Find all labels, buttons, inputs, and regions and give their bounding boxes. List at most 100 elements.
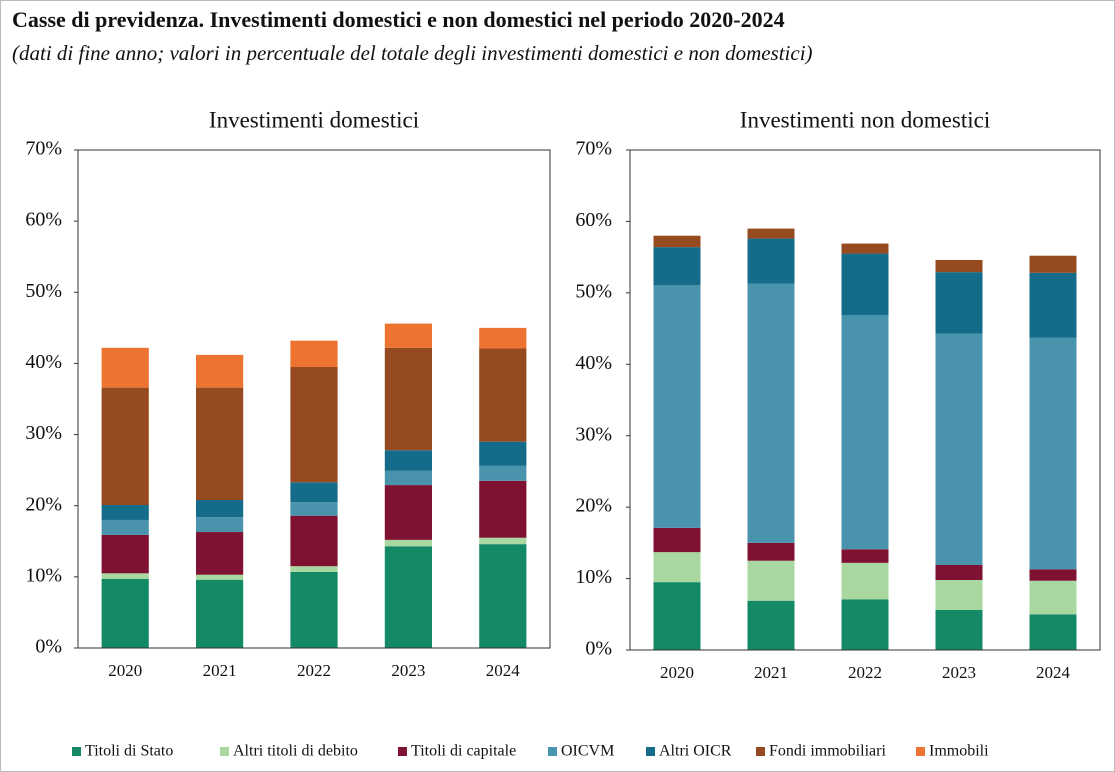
legend-label: Altri OICR xyxy=(659,743,732,760)
bar-segment xyxy=(1029,614,1077,650)
bar-segment xyxy=(384,546,432,648)
bar-segment xyxy=(935,260,983,273)
bar-segment xyxy=(384,470,432,486)
chart-subtitle: (dati di fine anno; valori in percentual… xyxy=(12,41,813,65)
bar-segment xyxy=(479,537,527,545)
y-tick-label: 0% xyxy=(35,636,62,658)
bar-segment xyxy=(101,505,149,520)
bar-segment xyxy=(935,565,983,580)
bar-segment xyxy=(384,450,432,471)
bar-segment xyxy=(290,340,338,367)
x-tick-label: 2023 xyxy=(391,661,425,680)
bar-segment xyxy=(196,517,244,533)
bar-segment xyxy=(653,247,701,285)
bar-segment xyxy=(841,315,889,550)
legend-label: Immobili xyxy=(929,743,989,760)
bar-segment xyxy=(290,482,338,503)
bar-segment xyxy=(747,228,795,239)
y-tick-label: 70% xyxy=(25,138,62,160)
bar-segment xyxy=(747,560,795,601)
x-tick-label: 2024 xyxy=(486,661,521,680)
x-tick-label: 2022 xyxy=(848,663,882,682)
legend-label: Altri titoli di debito xyxy=(233,743,358,760)
bar-segment xyxy=(196,500,244,518)
panel-title: Investimenti non domestici xyxy=(740,107,990,132)
bar-segment xyxy=(290,366,338,483)
x-tick-label: 2021 xyxy=(203,661,237,680)
bar-segment xyxy=(747,600,795,650)
plot-frame xyxy=(629,149,1101,651)
bar-segment xyxy=(101,578,149,648)
bar-segment xyxy=(479,327,527,349)
x-tick-label: 2020 xyxy=(660,663,694,682)
y-tick-label: 30% xyxy=(575,423,612,445)
legend-swatch xyxy=(646,747,655,756)
bar-segment xyxy=(935,610,983,650)
y-tick-label: 20% xyxy=(25,493,62,515)
bar-segment xyxy=(101,347,149,388)
y-tick-label: 50% xyxy=(575,280,612,302)
bar-segment xyxy=(747,283,795,543)
bar-segment xyxy=(841,253,889,315)
bar-segment xyxy=(653,552,701,583)
panel-title: Investimenti domestici xyxy=(209,107,419,132)
bar-segment xyxy=(1029,580,1077,615)
y-tick-label: 0% xyxy=(585,638,612,660)
bar-segment xyxy=(196,387,244,501)
bar-segment xyxy=(290,502,338,516)
bar-segment xyxy=(653,235,701,248)
legend-swatch xyxy=(916,747,925,756)
bar-segment xyxy=(1029,569,1077,581)
y-tick-label: 40% xyxy=(575,352,612,374)
bar-segment xyxy=(747,542,795,561)
y-tick-label: 50% xyxy=(25,280,62,302)
y-tick-label: 10% xyxy=(25,564,62,586)
x-tick-label: 2020 xyxy=(108,661,142,680)
y-tick-label: 60% xyxy=(25,209,62,231)
bar-segment xyxy=(479,480,527,538)
bar-segment xyxy=(384,323,432,348)
legend-swatch xyxy=(548,747,557,756)
bar-segment xyxy=(479,441,527,466)
y-tick-label: 60% xyxy=(575,209,612,231)
bar-segment xyxy=(1029,255,1077,273)
legend-swatch xyxy=(756,747,765,756)
y-tick-label: 70% xyxy=(575,138,612,160)
bar-segment xyxy=(384,347,432,451)
bar-segment xyxy=(653,582,701,650)
bar-segment xyxy=(935,580,983,610)
y-tick-label: 40% xyxy=(25,351,62,373)
bar-segment xyxy=(841,243,889,254)
bar-segment xyxy=(1029,337,1077,570)
plot-frame xyxy=(77,149,551,649)
bar-segment xyxy=(653,285,701,528)
y-tick-label: 10% xyxy=(575,566,612,588)
bar-segment xyxy=(196,354,244,388)
bar-segment xyxy=(479,465,527,481)
bar-segment xyxy=(384,539,432,547)
x-tick-label: 2024 xyxy=(1036,663,1071,682)
bar-segment xyxy=(841,549,889,563)
legend-label: OICVM xyxy=(561,743,614,760)
legend-label: Titoli di capitale xyxy=(411,743,516,760)
bar-segment xyxy=(290,566,338,572)
x-tick-label: 2023 xyxy=(942,663,976,682)
bar-segment xyxy=(841,599,889,650)
bar-segment xyxy=(653,527,701,553)
legend-swatch xyxy=(398,747,407,756)
bar-segment xyxy=(290,571,338,648)
bar-segment xyxy=(747,238,795,284)
bar-segment xyxy=(196,574,244,580)
bar-segment xyxy=(196,532,244,575)
bar-segment xyxy=(479,348,527,442)
bar-segment xyxy=(101,573,149,579)
bar-segment xyxy=(101,519,149,535)
x-tick-label: 2021 xyxy=(754,663,788,682)
bar-segment xyxy=(290,515,338,567)
bar-segment xyxy=(479,544,527,648)
legend-swatch xyxy=(220,747,229,756)
bar-segment xyxy=(935,333,983,565)
bar-segment xyxy=(196,579,244,648)
